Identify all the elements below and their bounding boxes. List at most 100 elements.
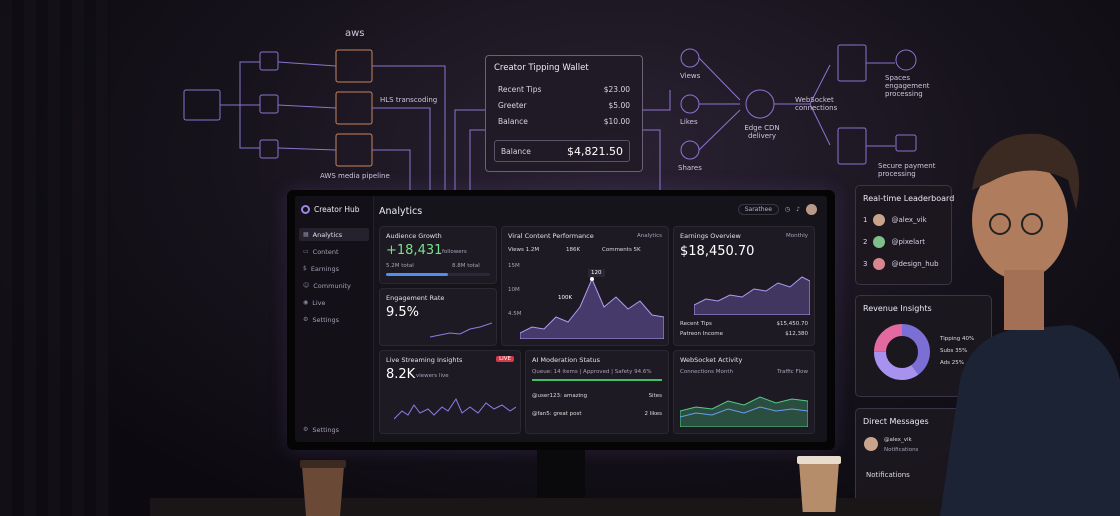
y-tick: 10M <box>508 287 520 293</box>
leaderboard-name: @design_hub <box>891 260 939 268</box>
sidebar-item-live[interactable]: ◉ Live <box>299 296 369 309</box>
websocket-card: WebSocket Activity Connections Month Tra… <box>673 350 815 434</box>
audience-note2: 8.8M total <box>452 263 480 269</box>
likes-stat: 186K <box>566 247 581 253</box>
earnings-area-chart <box>694 276 810 315</box>
avatar <box>873 236 886 248</box>
live-sub: viewers live <box>416 373 449 379</box>
earnings-row-value: $12,380 <box>785 331 808 337</box>
earnings-card: Earnings Overview Monthly $18,450.70 Rec… <box>673 226 815 346</box>
audience-sub: followers <box>442 249 467 255</box>
revenue-legend: Tipping 40% <box>940 336 975 342</box>
websocket-legend: Traffic Flow <box>777 369 808 375</box>
earnings-row-value: $15,450.70 <box>776 321 809 327</box>
websocket-label: WebSocket connections <box>795 96 838 112</box>
live-streaming-card: Live Streaming Insights LIVE 8.2K viewer… <box>379 350 521 434</box>
hls-label: HLS transcoding <box>380 96 438 104</box>
moderation-tag: 2 likes <box>644 411 662 417</box>
gear-icon: ⚙ <box>303 426 309 433</box>
wallet-row-label: Greeter <box>498 101 527 110</box>
sidebar: Creator Hub ▦ Analytics ▭ Content $ Earning… <box>295 196 374 442</box>
leaderboard-title: Real-time Leaderboard <box>863 194 955 203</box>
users-icon: ☺ <box>303 282 310 289</box>
gear-icon: ⚙ <box>303 316 309 323</box>
notifications-link[interactable]: Notifications <box>866 471 910 479</box>
sidebar-item-label: Community <box>313 281 351 290</box>
logo-text: Creator Hub <box>314 205 360 214</box>
sidebar-item-settings-bottom[interactable]: ⚙ Settings <box>299 423 369 436</box>
wallet-row: Recent Tips $23.00 <box>498 85 630 94</box>
bell-icon[interactable]: ♪ <box>796 206 800 213</box>
clock-icon[interactable]: ◷ <box>784 206 791 213</box>
avatar[interactable] <box>806 204 817 215</box>
secure-label: Secure payment processing <box>878 162 936 178</box>
likes-label: Likes <box>680 118 698 126</box>
wallet-row-value: $5.00 <box>608 101 630 110</box>
websocket-legend: Connections Month <box>680 369 733 375</box>
live-icon: ◉ <box>303 299 309 306</box>
sidebar-item-community[interactable]: ☺ Community <box>299 279 369 292</box>
wallet-row: Greeter $5.00 <box>498 101 630 110</box>
wallet-row: Balance $10.00 <box>498 117 630 126</box>
rank: 2 <box>863 238 868 246</box>
message-user[interactable]: @alex_vik <box>884 437 912 443</box>
sidebar-item-label: Settings <box>312 315 340 324</box>
moderation-card: AI Moderation Status Queue: 14 items | A… <box>525 350 669 434</box>
live-value: 8.2K <box>386 367 416 382</box>
moderation-item[interactable]: @fan5: great post <box>532 411 582 417</box>
sidebar-item-settings[interactable]: ⚙ Settings <box>299 313 369 326</box>
sidebar-item-label: Earnings <box>310 264 340 273</box>
sidebar-item-label: Content <box>312 247 339 256</box>
shares-label: Shares <box>678 164 702 172</box>
diagram-lines <box>183 44 917 195</box>
live-badge: LIVE <box>496 356 514 362</box>
comments-stat: Comments 5K <box>602 247 641 253</box>
rank: 3 <box>863 260 868 268</box>
earnings-row-label: Recent Tips <box>680 321 712 327</box>
avatar <box>873 258 886 270</box>
sidebar-item-label: Settings <box>312 425 340 434</box>
header-controls: Sarathee ◷ ♪ <box>737 204 817 215</box>
card-title: Engagement Rate <box>386 294 445 302</box>
live-line-chart <box>394 397 516 420</box>
sidebar-item-label: Live <box>312 298 326 307</box>
sidebar-item-content[interactable]: ▭ Content <box>299 245 369 258</box>
sidebar-item-analytics[interactable]: ▦ Analytics <box>299 228 369 241</box>
acoustic-wall-panel <box>0 0 110 516</box>
page-title: Analytics <box>379 206 423 217</box>
wallet-title: Creator Tipping Wallet <box>494 63 589 73</box>
wallet-row-label: Balance <box>498 117 528 126</box>
leaderboard-entry[interactable]: 3 @design_hub <box>863 258 939 270</box>
profile-switch[interactable]: Sarathee <box>737 204 779 215</box>
y-tick: 15M <box>508 263 520 269</box>
balance-value: $4,821.50 <box>567 144 623 158</box>
revenue-legend: Subs 35% <box>940 348 968 354</box>
earnings-value: $18,450.70 <box>680 244 755 259</box>
messages-title: Direct Messages <box>863 417 929 426</box>
leaderboard-name: @pixelart <box>891 238 925 246</box>
card-title: Live Streaming Insights <box>386 356 463 364</box>
desk <box>150 498 1120 516</box>
leaderboard-entry[interactable]: 1 @alex_vik <box>863 214 927 226</box>
sidebar-item-earnings[interactable]: $ Earnings <box>299 262 369 275</box>
app-logo[interactable]: Creator Hub <box>301 205 360 214</box>
wallet-row-value: $23.00 <box>603 85 630 94</box>
websocket-chart <box>680 396 808 427</box>
moderation-item[interactable]: @user123: amazing <box>532 393 588 399</box>
viral-filter[interactable]: Analytics <box>637 233 662 239</box>
audience-growth-card: Audience Growth +18,431 followers 5.2M t… <box>379 226 497 284</box>
sidebar-item-label: Analytics <box>312 230 343 239</box>
architecture-diagram: aws HLS transcoding AWS media pipeline V… <box>170 20 950 200</box>
wallet-icon: $ <box>303 265 307 272</box>
revenue-legend: Ads 25% <box>940 360 964 366</box>
leaderboard-entry[interactable]: 2 @pixelart <box>863 236 925 248</box>
content-icon: ▭ <box>303 248 309 255</box>
audience-value: +18,431 <box>386 243 443 258</box>
avatar <box>864 437 878 451</box>
viral-area-chart <box>520 277 664 339</box>
earnings-filter[interactable]: Monthly <box>785 233 808 239</box>
dashboard-screen: Creator Hub ▦ Analytics ▭ Content $ Earning… <box>295 196 827 442</box>
spaces-label: Spaces engagement processing <box>885 74 930 98</box>
mid-label: 100K <box>558 295 573 301</box>
